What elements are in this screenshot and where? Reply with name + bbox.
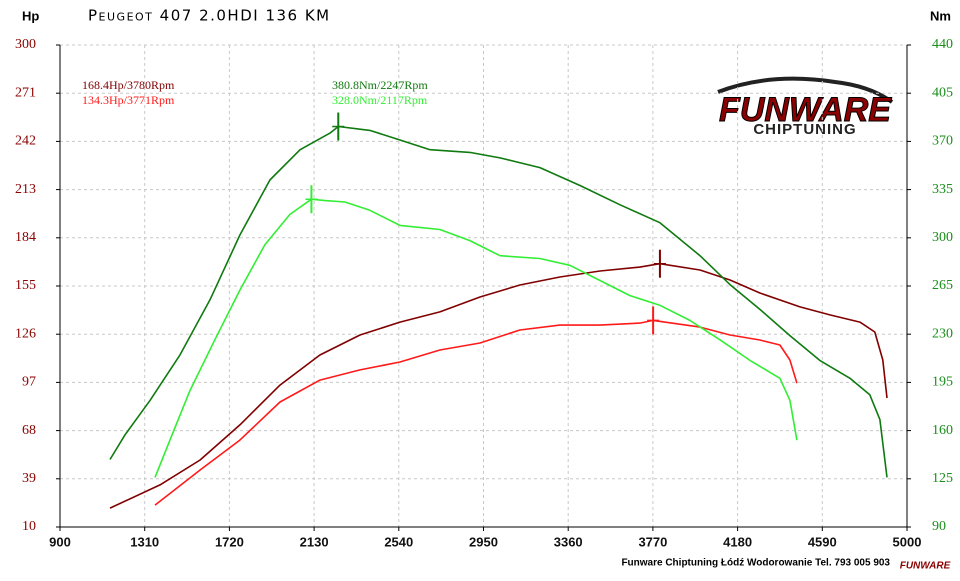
y-tick-label: 300: [15, 37, 36, 52]
y2-axis-label: Nm: [930, 8, 951, 23]
x-tick-label: 3770: [638, 534, 667, 549]
curve: [109, 262, 888, 509]
x-tick-label: 5000: [893, 534, 922, 549]
x-tick-label: 4180: [723, 534, 752, 549]
curve: [154, 198, 798, 478]
y-tick-label: 97: [22, 375, 36, 390]
y2-tick-label: 265: [932, 278, 953, 293]
x-tick-label: 900: [49, 534, 71, 549]
y-tick-label: 39: [22, 471, 36, 486]
x-tick-label: 2540: [384, 534, 413, 549]
y-tick-label: 155: [15, 278, 36, 293]
footer-logo: FUNWARE: [900, 561, 951, 572]
y2-tick-label: 125: [932, 471, 953, 486]
y2-tick-label: 370: [932, 134, 953, 149]
y2-tick-label: 335: [932, 182, 953, 197]
y2-tick-label: 230: [932, 326, 953, 341]
x-tick-label: 3360: [554, 534, 583, 549]
y2-tick-label: 195: [932, 375, 953, 390]
y2-tick-label: 440: [932, 37, 953, 52]
footer: Funware Chiptuning Łódź Wodorowanie Tel.…: [621, 558, 890, 569]
logo: FUNWARE CHIPTUNING: [717, 76, 894, 138]
peak-label: 328.0Nm/2117Rpm: [332, 93, 428, 107]
y2-tick-label: 90: [932, 519, 946, 534]
curve: [109, 125, 888, 478]
x-tick-label: 4590: [808, 534, 837, 549]
peak-label: 380.8Nm/2247Rpm: [332, 78, 428, 92]
y-tick-label: 68: [22, 423, 36, 438]
logo-sub: CHIPTUNING: [753, 121, 856, 138]
y2-tick-label: 405: [932, 85, 953, 100]
curve: [154, 319, 798, 506]
y-tick-label: 271: [15, 85, 36, 100]
y-tick-label: 242: [15, 134, 36, 149]
logo-swoosh: [717, 76, 894, 104]
y-tick-label: 10: [22, 519, 36, 534]
x-tick-label: 1720: [215, 534, 244, 549]
y2-tick-label: 300: [932, 230, 953, 245]
logo-brand: FUNWARE: [719, 91, 892, 129]
x-tick-label: 2130: [300, 534, 329, 549]
x-tick-label: 2950: [469, 534, 498, 549]
chart-title: Peugeot 407 2.0HDI 136 KM: [88, 7, 331, 25]
x-tick-label: 1310: [130, 534, 159, 549]
peak-label: 168.4Hp/3780Rpm: [82, 78, 175, 92]
peak-label: 134.3Hp/3771Rpm: [82, 93, 175, 107]
y2-tick-label: 160: [932, 423, 953, 438]
y-axis-label: Hp: [22, 8, 39, 23]
y-tick-label: 126: [15, 326, 36, 341]
y-tick-label: 213: [15, 182, 36, 197]
y-tick-label: 184: [15, 230, 36, 245]
